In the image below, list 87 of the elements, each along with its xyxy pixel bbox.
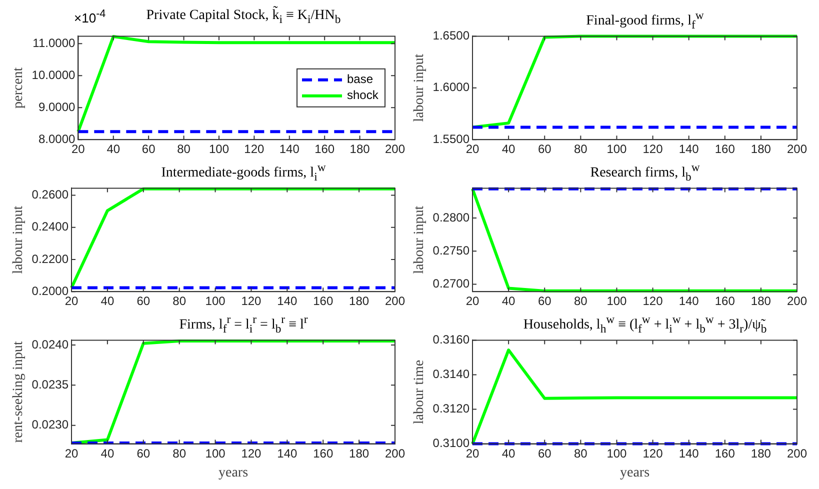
x-tick-label: 180: [349, 294, 370, 308]
x-tick-label: 140: [678, 446, 700, 460]
x-tick-label: 120: [241, 446, 262, 460]
x-tick-label: 80: [574, 142, 588, 156]
x-tick-label: 60: [538, 294, 552, 308]
y-tick-label: 0.2200: [32, 252, 69, 266]
x-tick-label: 100: [205, 446, 226, 460]
y-tick-label: 0.0235: [32, 377, 69, 392]
x-tick-label: 160: [714, 142, 736, 156]
y-tick-label: 0.2800: [432, 210, 470, 224]
y-axis-title: rent-seeking input: [11, 341, 26, 443]
x-tick-label: 140: [279, 142, 300, 156]
x-tick-label: 160: [714, 446, 736, 460]
x-tick-label: 180: [350, 142, 370, 156]
y-tick-label: 0.3120: [432, 402, 470, 416]
x-tick-label: 180: [750, 294, 772, 308]
y-tick-label: 0.2700: [432, 276, 470, 291]
x-tick-label: 40: [502, 446, 516, 460]
x-tick-label: 60: [538, 142, 552, 156]
y-axis-title: labour input: [412, 54, 428, 122]
x-tick-label: 100: [606, 446, 628, 460]
x-tick-label: 80: [177, 142, 191, 156]
y-tick-label: 0.2600: [32, 188, 69, 202]
x-tick-label: 140: [678, 294, 700, 308]
x-tick-label: 60: [136, 446, 150, 460]
x-tick-label: 180: [750, 142, 772, 156]
x-tick-label: 60: [136, 294, 150, 308]
x-tick-label: 160: [313, 294, 334, 308]
chart-title: Households, l$_{h}$$^{w}$ ≡ (l$_{f}$$^{w}$ + l$_{i}$$^{w}$ + l$_{b}$$^{w}$ + 3l$_{r}$)/ψ̃$_{b}$: [523, 313, 767, 336]
y-axis-title: labour input: [412, 206, 428, 274]
y-tick-label: 11.0000: [32, 36, 76, 50]
x-tick-label: 80: [172, 294, 186, 308]
x-tick-label: 140: [277, 446, 298, 460]
x-tick-label: 40: [502, 142, 516, 156]
x-axis-title: years: [218, 465, 248, 480]
x-tick-label: 120: [642, 294, 664, 308]
x-tick-label: 60: [142, 142, 156, 156]
x-tick-label: 40: [502, 294, 516, 308]
y-tick-label: 1.6000: [432, 80, 470, 94]
x-tick-label: 40: [106, 142, 120, 156]
chart-title: Private Capital Stock, k̃$_{i}$ ≡ K$_{i}$/HN$_{b}$: [146, 8, 341, 26]
x-tick-label: 140: [277, 294, 298, 308]
x-tick-label: 100: [205, 294, 226, 308]
text: ×10$^{-4}$: [74, 8, 106, 26]
x-tick-label: 120: [642, 142, 664, 156]
x-tick-label: 100: [606, 294, 628, 308]
x-axis-title: years: [620, 465, 650, 480]
x-tick-label: 200: [786, 446, 808, 460]
legend-label: base: [347, 72, 374, 86]
chart-title: Firms, l$_{f}$$^{r}$ = l$_{i}$$^{r}$ = l$_{b}$$^{r}$ ≡ l$^{r}$: [179, 313, 308, 336]
x-tick-label: 120: [642, 446, 664, 460]
y-tick-label: 1.6500: [432, 28, 470, 43]
x-tick-label: 40: [100, 446, 114, 460]
y-axis-title: labour time: [412, 360, 428, 424]
x-tick-label: 160: [314, 142, 335, 156]
x-tick-label: 200: [384, 142, 406, 156]
x-tick-label: 140: [678, 142, 700, 156]
x-tick-label: 40: [100, 294, 114, 308]
x-tick-label: 200: [384, 446, 406, 460]
x-tick-label: 180: [750, 446, 772, 460]
x-tick-label: 120: [244, 142, 265, 156]
y-tick-label: 0.0240: [32, 337, 69, 352]
y-tick-label: 0.3160: [432, 332, 470, 347]
x-tick-label: 80: [574, 446, 588, 460]
y-tick-label: 0.3140: [432, 367, 470, 382]
y-tick-label: 0.2400: [32, 220, 69, 234]
y-axis-title: percent: [11, 67, 26, 108]
x-tick-label: 180: [349, 446, 370, 460]
x-tick-label: 200: [384, 294, 406, 308]
x-tick-label: 100: [208, 142, 230, 156]
y-tick-label: 0.2750: [432, 243, 470, 258]
y-tick-label: 0.0230: [32, 418, 69, 432]
x-tick-label: 160: [714, 294, 736, 308]
x-tick-label: 120: [241, 294, 262, 308]
x-tick-label: 20: [466, 294, 480, 308]
x-tick-label: 80: [172, 446, 186, 460]
x-tick-label: 200: [786, 294, 808, 308]
legend-label: shock: [347, 88, 380, 102]
x-tick-label: 100: [606, 142, 628, 156]
y-axis-title: labour input: [11, 206, 26, 274]
x-tick-label: 80: [574, 294, 588, 308]
y-tick-label: 9.0000: [38, 100, 76, 114]
x-tick-label: 200: [786, 142, 808, 156]
x-tick-label: 20: [64, 446, 78, 460]
x-tick-label: 60: [538, 446, 552, 460]
y-tick-label: 10.0000: [32, 68, 76, 82]
x-tick-label: 160: [313, 446, 334, 460]
